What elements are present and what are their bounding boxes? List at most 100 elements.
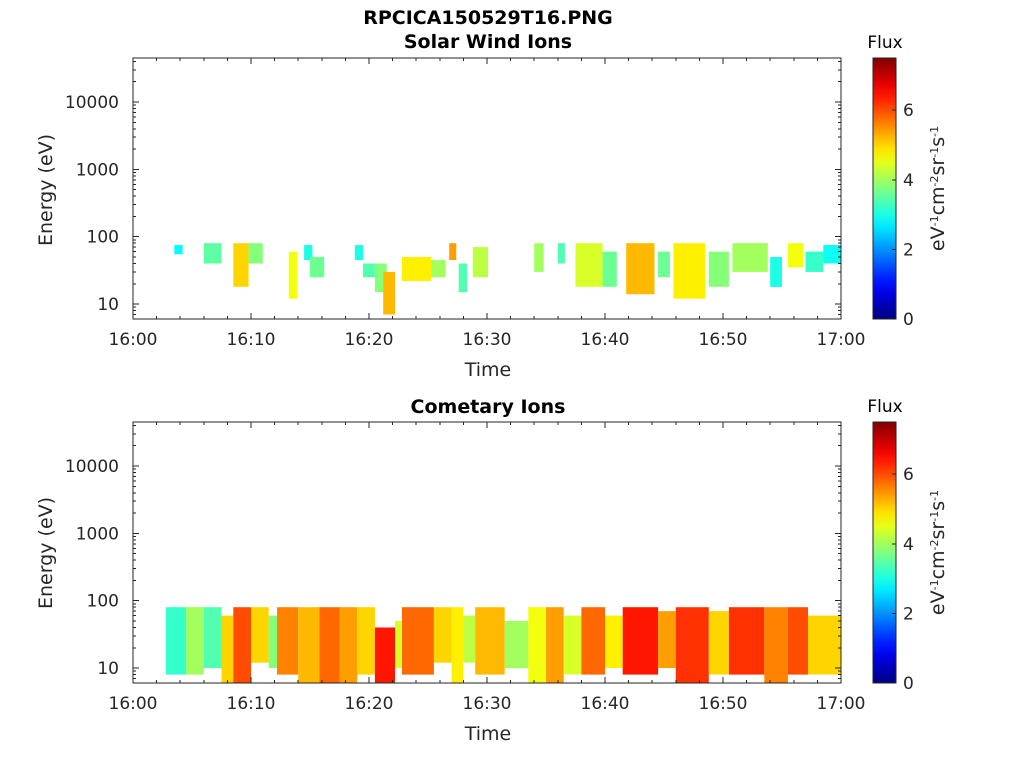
spectrogram-cell — [166, 607, 187, 675]
spectrogram-cell — [673, 243, 706, 299]
spectrogram-cell — [575, 243, 603, 287]
x-tick-label: 16:30 — [463, 330, 512, 350]
spectrogram-cell — [708, 611, 729, 675]
spectrogram-cell — [675, 607, 709, 683]
spectrogram-cell — [203, 243, 222, 264]
colorbar-tick-label: 0 — [903, 674, 914, 694]
spectrogram-cell — [708, 251, 729, 287]
spectrogram-cell — [233, 607, 251, 683]
spectrogram-cell — [402, 607, 434, 675]
y-tick-label: 1000 — [76, 160, 119, 180]
colorbar-tick-label: 4 — [903, 171, 914, 191]
spectrogram-cell — [563, 615, 582, 675]
colorbar-frame — [872, 421, 897, 684]
y-tick-label: 100 — [87, 592, 119, 612]
spectrogram-cell — [339, 607, 358, 683]
colorbar-tick-label: 6 — [903, 465, 914, 485]
colorbar-units-label: eV-1cm-2sr-1s-1 — [927, 490, 949, 615]
spectrogram-cell — [472, 247, 489, 278]
panel-2-x-ticks: 16:00 16:10 16:20 16:30 16:40 16:50 17:00 — [109, 422, 866, 714]
colorbar-frame — [872, 57, 897, 320]
y-tick-label: 1000 — [76, 524, 119, 544]
panel-1-x-label: Time — [464, 359, 512, 381]
panel-2-title: Cometary Ions — [411, 396, 566, 418]
spectrogram-cell — [458, 263, 467, 293]
spectrogram-cell — [431, 260, 446, 278]
spectrogram-cell — [728, 607, 765, 675]
spectrogram-cell — [383, 271, 395, 315]
y-tick-label: 100 — [87, 228, 119, 248]
spectrogram-cell — [354, 245, 364, 260]
x-tick-label: 16:10 — [227, 694, 276, 714]
spectrogram-cell — [248, 243, 263, 264]
y-tick-label: 10000 — [65, 93, 119, 113]
spectrogram-cell — [251, 607, 269, 663]
x-tick-label: 16:00 — [109, 330, 158, 350]
panel-1-colorbar-label: Flux — [867, 33, 902, 53]
spectrogram-cell — [805, 251, 824, 272]
spectrogram-cell — [732, 243, 768, 272]
panel-2-colorbar-label: Flux — [867, 397, 902, 417]
spectrogram-cell — [581, 607, 605, 675]
spectrogram-cell — [451, 607, 464, 683]
figure-title: RPCICA150529T16.PNG — [363, 7, 613, 29]
x-tick-label: 16:50 — [699, 694, 748, 714]
x-tick-label: 16:50 — [699, 330, 748, 350]
spectrogram-cell — [764, 607, 788, 683]
x-tick-label: 16:40 — [581, 330, 630, 350]
spectrogram-cell — [433, 607, 452, 663]
spectrogram-cell — [374, 627, 395, 683]
spectrogram-cell — [288, 251, 298, 299]
spectrogram-cell — [546, 607, 564, 683]
panel-2-y-label: Energy (eV) — [35, 497, 57, 609]
panel-2-colorbar: 0 2 4 6 eV-1cm-2sr-1s-1 — [872, 421, 949, 694]
spectrogram-cell — [605, 615, 623, 668]
spectrogram-cell — [402, 257, 432, 281]
x-tick-label: 16:40 — [581, 694, 630, 714]
panel-1-y-label: Energy (eV) — [35, 134, 57, 246]
x-tick-label: 16:00 — [109, 694, 158, 714]
spectrogram-cell — [463, 615, 476, 663]
panel-2-y-ticks: 10 100 1000 10000 — [65, 424, 841, 684]
spectrogram-cell — [787, 607, 808, 675]
x-tick-label: 17:00 — [817, 330, 866, 350]
spectrogram-cell — [658, 251, 670, 278]
spectrogram-cell — [374, 263, 387, 293]
spectrogram-cell — [475, 607, 505, 675]
x-tick-label: 16:20 — [345, 694, 394, 714]
spectrogram-cell — [357, 607, 375, 675]
spectrogram-cell — [626, 243, 655, 295]
spectrogram-cell — [658, 611, 676, 668]
spectrogram-cell — [319, 607, 340, 683]
panel-1-colorbar: 0 2 4 6 eV-1cm-2sr-1s-1 — [872, 57, 949, 330]
spectrogram-cell — [277, 607, 299, 675]
spectrogram-cell — [528, 607, 546, 683]
colorbar-units-label: eV-1cm-2sr-1s-1 — [927, 126, 949, 251]
x-tick-label: 17:00 — [817, 694, 866, 714]
y-tick-label: 10 — [97, 295, 119, 315]
spectrogram-cell — [310, 257, 325, 278]
spectrogram-cell — [298, 607, 320, 683]
spectrogram-cell — [557, 243, 565, 264]
x-tick-label: 16:10 — [227, 330, 276, 350]
y-tick-label: 10000 — [65, 457, 119, 477]
solar-wind-ions-panel — [132, 57, 842, 320]
spectrogram-cell — [602, 251, 617, 287]
spectrogram-cell — [808, 615, 841, 675]
spectrogram-cell — [203, 607, 222, 668]
spectrogram-cell — [787, 243, 804, 268]
spectrogram-cell — [304, 245, 313, 260]
spectrogram-cell — [504, 621, 529, 669]
colorbar-tick-label: 2 — [903, 604, 914, 624]
panel-1-y-ticks: 10 100 1000 10000 — [65, 60, 841, 320]
colorbar-tick-label: 4 — [903, 535, 914, 555]
spectrogram-cell — [221, 615, 234, 683]
colorbar-gradient — [873, 58, 896, 319]
spectrogram-cell — [534, 243, 544, 272]
spectrogram-cell — [233, 243, 249, 287]
colorbar-gradient — [873, 422, 896, 683]
colorbar-tick-label: 2 — [903, 240, 914, 260]
panel-1-title: Solar Wind Ions — [404, 31, 572, 53]
panel-2-x-label: Time — [464, 723, 512, 745]
